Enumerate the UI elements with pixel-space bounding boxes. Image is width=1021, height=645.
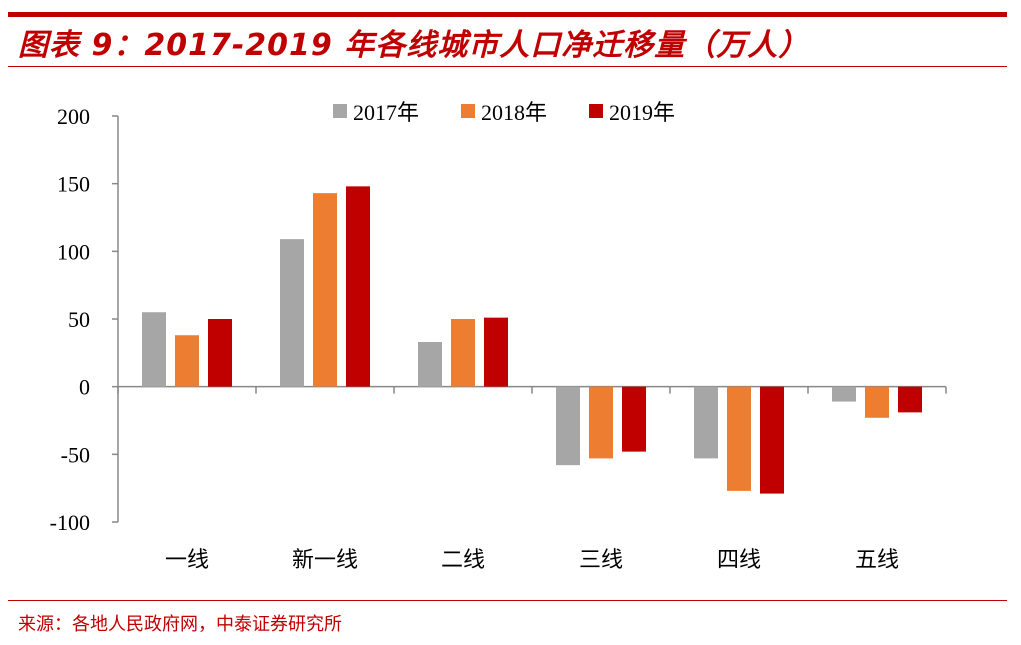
bar [898, 386, 922, 413]
x-tick-label: 二线 [441, 548, 485, 573]
bar [832, 386, 856, 402]
x-tick-label: 四线 [717, 548, 761, 573]
top-rule [8, 12, 1007, 17]
y-tick-label: 150 [57, 172, 90, 197]
legend-swatch [461, 104, 475, 118]
x-tick-label: 一线 [165, 548, 209, 573]
y-tick-label: -100 [50, 510, 90, 535]
bar [589, 386, 613, 459]
bar [622, 386, 646, 452]
bar [556, 386, 580, 466]
bar [418, 342, 442, 387]
bottom-rule [8, 600, 1007, 601]
bar [451, 319, 475, 387]
bar [727, 386, 751, 491]
legend-swatch [589, 104, 603, 118]
x-tick-label: 新一线 [292, 548, 358, 573]
bar [346, 186, 370, 387]
chart-title: 图表 9：2017-2019 年各线城市人口净迁移量（万人） [18, 28, 810, 63]
legend-label: 2019年 [609, 100, 675, 125]
y-tick-label: 50 [68, 307, 90, 332]
legend-label: 2018年 [481, 100, 547, 125]
x-tick-label: 五线 [855, 548, 899, 573]
y-tick-label: 200 [57, 104, 90, 129]
bar [208, 319, 232, 387]
y-tick-label: -50 [61, 442, 90, 467]
y-tick-label: 100 [57, 239, 90, 264]
bar [142, 312, 166, 387]
bar [313, 193, 337, 387]
y-tick-label: 0 [79, 375, 90, 400]
bar [175, 335, 199, 387]
bar [694, 386, 718, 459]
legend-swatch [333, 104, 347, 118]
bar [280, 239, 304, 387]
legend-label: 2017年 [353, 100, 419, 125]
bar [865, 386, 889, 418]
bar [760, 386, 784, 494]
x-tick-label: 三线 [579, 548, 623, 573]
source-note: 来源：各地人民政府网，中泰证券研究所 [18, 614, 342, 635]
bar-chart: 200 150 100 50 0 -50 -100 一线 新一线 二线 三线 四线 五线 2017年 201… [50, 100, 947, 573]
bar [484, 317, 508, 387]
title-rule [8, 66, 1007, 67]
